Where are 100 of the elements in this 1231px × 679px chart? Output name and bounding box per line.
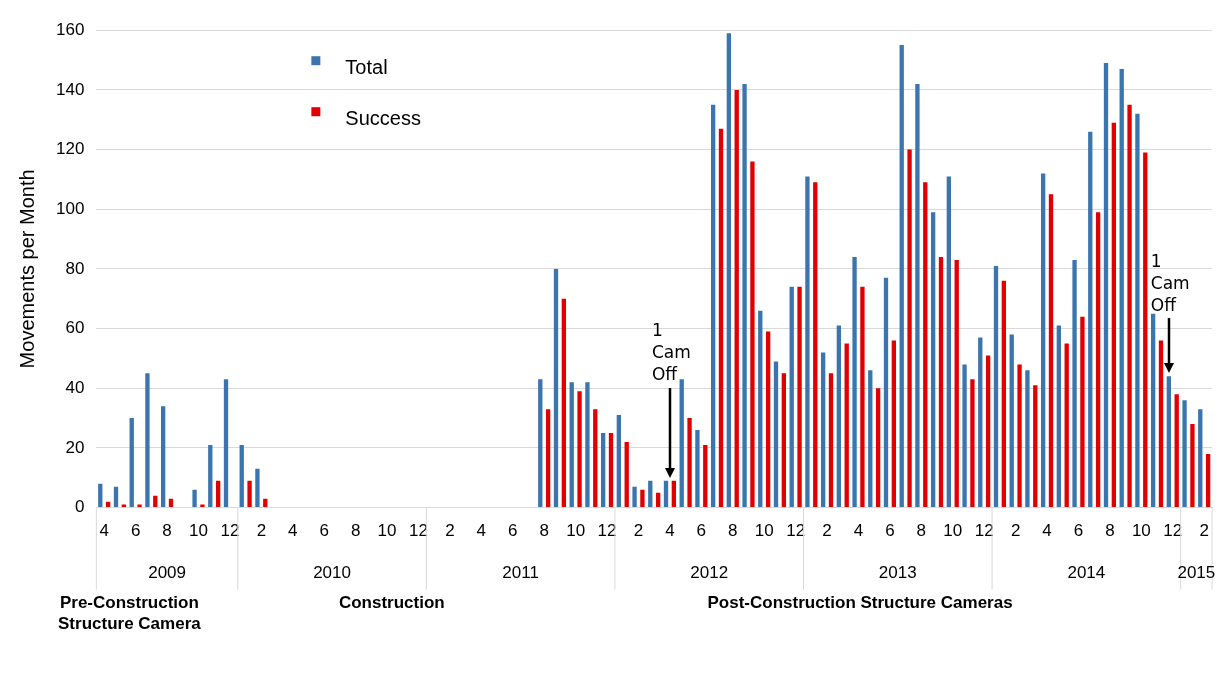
bar (160, 406, 166, 508)
bar (593, 409, 598, 508)
y-tick-label: 60 (65, 318, 85, 338)
text: Post-Construction Structure Cameras (707, 593, 1013, 613)
text: 2010 (313, 563, 351, 583)
bar (868, 370, 873, 508)
x-tick-label: 12 (409, 521, 428, 541)
bar (962, 364, 967, 508)
bar (648, 480, 653, 508)
x-tick-label: 2 (445, 521, 455, 541)
x-tick-label: 10 (1131, 521, 1151, 541)
bar (985, 355, 991, 508)
x-tick-label: 2 (1010, 521, 1021, 541)
x-tick-label: 2 (256, 521, 267, 541)
y-tick-label: 120 (55, 139, 85, 159)
bar (844, 343, 849, 508)
bar (1064, 343, 1069, 508)
x-tick-label: 8 (728, 521, 738, 541)
bar (978, 337, 983, 508)
x-tick-label: 4 (1042, 521, 1052, 541)
bar (930, 212, 936, 508)
bar (129, 418, 134, 508)
x-tick-label: 2 (822, 521, 832, 541)
x-tick-label: 4 (476, 521, 487, 541)
x-tick-label: 8 (539, 521, 549, 541)
bar (946, 176, 952, 508)
bar (1009, 334, 1014, 508)
bar (718, 128, 724, 508)
x-tick-label: 6 (696, 521, 707, 541)
bar (608, 433, 614, 508)
bar (255, 468, 260, 508)
bar (938, 256, 944, 508)
bar (773, 361, 779, 508)
bar (247, 480, 252, 508)
bar (758, 310, 763, 508)
bar (1111, 122, 1117, 508)
y-tick-label: 160 (55, 19, 85, 39)
bar (891, 340, 897, 508)
bar (1095, 212, 1101, 508)
bar (1103, 63, 1109, 508)
y-tick-label: 20 (65, 437, 85, 457)
y-tick-label: 40 (65, 377, 85, 397)
bar (852, 256, 857, 508)
bar (145, 373, 150, 508)
bar (781, 373, 787, 508)
x-tick-label: 6 (319, 521, 329, 541)
x-tick-label: 6 (885, 521, 895, 541)
bar (1025, 370, 1030, 508)
annotation: 1 Cam Off (1150, 250, 1190, 315)
bar (655, 492, 661, 508)
bar (1119, 68, 1124, 508)
x-tick-label: 10 (377, 521, 397, 541)
y-tick-label: 0 (74, 497, 85, 517)
bar (923, 182, 928, 508)
bar (538, 379, 543, 508)
x-tick-label: 4 (288, 521, 298, 541)
bar (624, 441, 629, 508)
bar (899, 45, 904, 508)
bar (577, 391, 582, 508)
text: 2011 (502, 563, 539, 583)
bar (1080, 316, 1085, 508)
bar (836, 325, 842, 508)
bar (742, 83, 747, 508)
bar (703, 444, 708, 508)
bar (1135, 113, 1140, 508)
bar (695, 430, 700, 508)
bar (1040, 173, 1046, 508)
bar (1001, 280, 1007, 508)
annotation: 1 Cam Off (651, 320, 691, 385)
x-tick-label: 2 (1199, 521, 1209, 541)
bar (765, 331, 771, 508)
bar (828, 373, 834, 508)
bar (569, 382, 574, 508)
bar (215, 480, 221, 508)
text: 2013 (878, 563, 917, 583)
legend-label: Total (345, 55, 388, 78)
x-tick-label: 6 (1073, 521, 1084, 541)
text: 2009 (148, 563, 186, 583)
x-tick-label: 12 (1163, 521, 1183, 541)
bar (600, 433, 606, 508)
bar (1190, 424, 1195, 508)
bar (632, 486, 637, 508)
bar (1048, 194, 1054, 508)
bar (113, 486, 119, 508)
bar (223, 379, 229, 508)
bar (1056, 325, 1062, 508)
x-tick-label: 4 (665, 521, 675, 541)
bar (860, 286, 865, 508)
x-tick-label: 10 (189, 521, 208, 541)
legend-label: Success (345, 106, 421, 129)
bar (616, 415, 622, 508)
bar (1158, 340, 1164, 508)
bar (789, 286, 794, 508)
y-tick-label: 100 (55, 198, 85, 218)
bar (883, 277, 889, 508)
bar (970, 379, 975, 508)
bar (1182, 400, 1187, 508)
bar (679, 379, 684, 508)
bar (1017, 364, 1022, 508)
bar (1205, 453, 1211, 508)
